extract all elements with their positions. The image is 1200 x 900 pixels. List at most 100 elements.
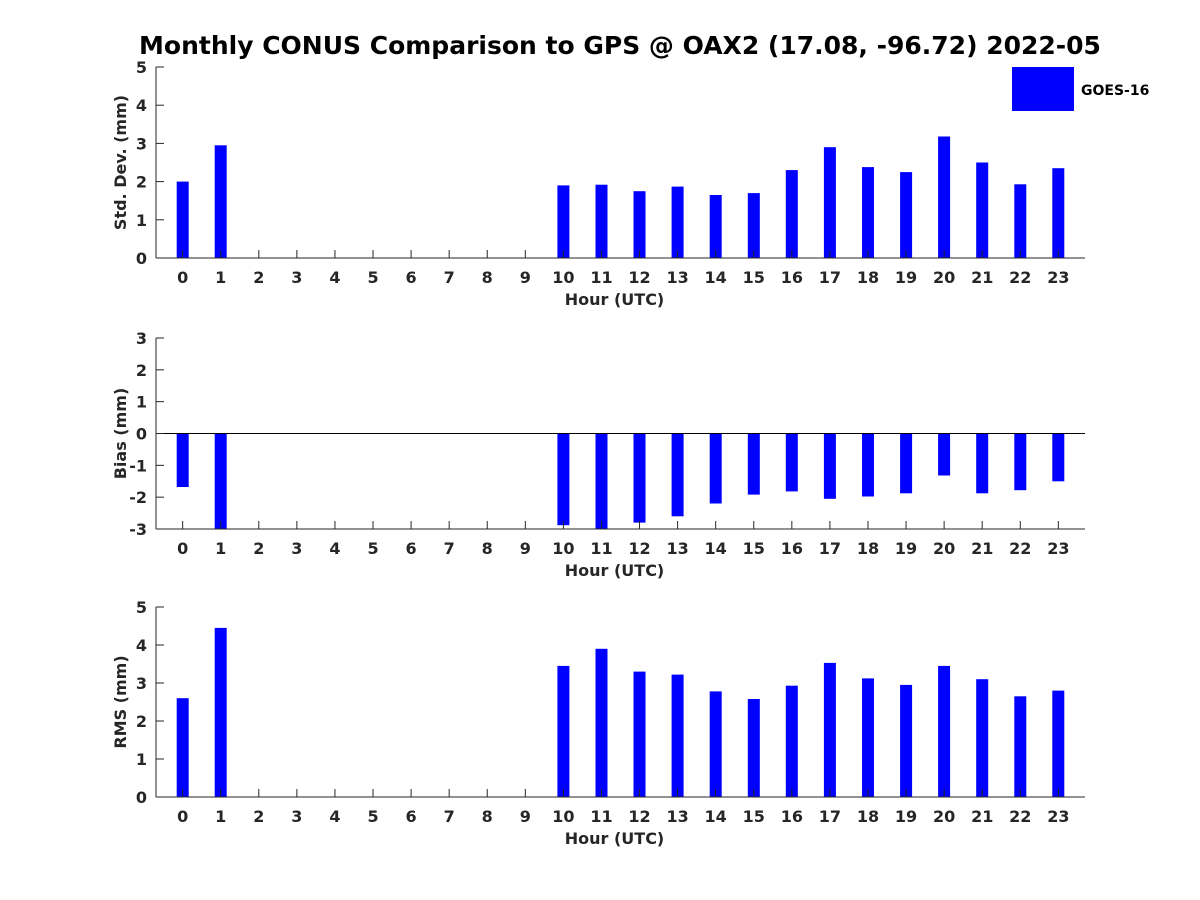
x-tick-label: 22: [1009, 539, 1031, 558]
x-tick-label: 4: [329, 807, 340, 826]
x-tick-label: 19: [895, 807, 917, 826]
bar-hour-15: [747, 433, 760, 495]
bar-hour-23: [1052, 690, 1065, 797]
x-tick-label: 15: [743, 807, 765, 826]
x-tick-label: 19: [895, 268, 917, 287]
bar-hour-20: [938, 136, 951, 258]
x-tick-label: 4: [329, 268, 340, 287]
x-tick-label: 3: [291, 539, 302, 558]
bar-hour-14: [709, 691, 722, 797]
x-tick-label: 7: [444, 807, 455, 826]
bar-hour-1: [214, 145, 227, 258]
bar-hour-13: [671, 186, 684, 258]
x-tick-label: 9: [520, 268, 531, 287]
y-tick-label: 0: [136, 249, 147, 268]
x-tick-label: 10: [552, 807, 574, 826]
bar-hour-19: [900, 433, 913, 494]
y-tick-label: 1: [136, 750, 147, 769]
y-tick-label: 1: [136, 393, 147, 412]
bar-hour-18: [862, 433, 874, 497]
x-tick-label: 10: [552, 268, 574, 287]
bar-hour-11: [595, 433, 608, 529]
y-tick-label: -1: [129, 456, 147, 475]
x-tick-label: 20: [933, 807, 955, 826]
bar-hour-1: [214, 627, 227, 797]
x-tick-label: 6: [406, 268, 417, 287]
bar-hour-10: [557, 185, 570, 258]
y-tick-label: 3: [136, 134, 147, 153]
x-tick-label: 15: [743, 539, 765, 558]
x-tick-label: 15: [743, 268, 765, 287]
x-tick-label: 17: [819, 807, 841, 826]
bar-hour-0: [176, 433, 189, 487]
bar-hour-15: [747, 699, 760, 797]
x-tick-label: 22: [1009, 268, 1031, 287]
bar-hour-20: [938, 433, 951, 476]
y-tick-label: 2: [136, 712, 147, 731]
x-axis-label: Hour (UTC): [565, 829, 665, 848]
bar-hour-1: [214, 433, 227, 529]
bar-hour-15: [747, 193, 760, 258]
x-tick-label: 22: [1009, 807, 1031, 826]
x-tick-label: 8: [482, 807, 493, 826]
bar-hour-17: [823, 147, 836, 258]
x-tick-label: 2: [253, 268, 264, 287]
bar-hour-19: [900, 684, 913, 797]
x-tick-label: 8: [482, 539, 493, 558]
bar-hour-0: [176, 698, 189, 797]
bar-hour-10: [557, 665, 570, 797]
y-tick-label: 2: [136, 173, 147, 192]
x-tick-label: 1: [215, 539, 226, 558]
legend: GOES-16: [1012, 67, 1149, 111]
x-tick-label: 6: [406, 807, 417, 826]
x-tick-label: 13: [666, 539, 688, 558]
y-tick-label: 4: [136, 636, 147, 655]
legend-label: GOES-16: [1081, 83, 1149, 99]
x-tick-label: 13: [666, 268, 688, 287]
bar-hour-0: [176, 181, 189, 258]
x-tick-label: 21: [971, 268, 993, 287]
x-tick-label: 16: [781, 807, 803, 826]
y-axis-label: RMS (mm): [111, 655, 130, 748]
x-tick-label: 14: [705, 268, 727, 287]
x-tick-label: 12: [628, 539, 650, 558]
y-tick-label: 3: [136, 329, 147, 348]
y-tick-label: 4: [136, 96, 147, 115]
x-tick-label: 5: [367, 268, 378, 287]
bar-hour-11: [595, 184, 608, 258]
bar-hour-12: [633, 433, 646, 523]
x-tick-label: 11: [590, 539, 612, 558]
bar-hour-16: [785, 433, 798, 492]
bar-hour-13: [671, 674, 684, 797]
bar-hour-21: [976, 433, 989, 494]
bar-hour-11: [595, 648, 608, 797]
x-tick-label: 14: [705, 807, 727, 826]
x-tick-label: 2: [253, 807, 264, 826]
bar-hour-22: [1014, 184, 1027, 258]
bar-hour-12: [633, 671, 646, 797]
bar-hour-18: [862, 167, 874, 258]
y-axis-label: Std. Dev. (mm): [111, 95, 130, 230]
y-tick-label: -2: [129, 488, 147, 507]
x-tick-label: 4: [329, 539, 340, 558]
x-tick-label: 1: [215, 807, 226, 826]
bar-hour-19: [900, 172, 913, 258]
x-tick-label: 7: [444, 539, 455, 558]
y-axis-label: Bias (mm): [111, 388, 130, 480]
x-tick-label: 23: [1047, 268, 1069, 287]
x-tick-label: 0: [177, 539, 188, 558]
bar-hour-12: [633, 191, 646, 258]
x-tick-label: 16: [781, 268, 803, 287]
x-tick-label: 7: [444, 268, 455, 287]
y-tick-label: 3: [136, 674, 147, 693]
x-tick-label: 21: [971, 539, 993, 558]
x-tick-label: 13: [666, 807, 688, 826]
x-tick-label: 9: [520, 807, 531, 826]
x-tick-label: 20: [933, 539, 955, 558]
bar-hour-23: [1052, 168, 1065, 258]
x-tick-label: 0: [177, 268, 188, 287]
